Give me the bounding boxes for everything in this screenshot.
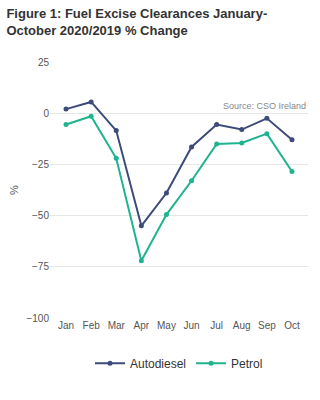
svg-text:May: May — [157, 320, 176, 331]
svg-text:Aug: Aug — [233, 320, 251, 331]
svg-text:−75: −75 — [32, 261, 49, 272]
svg-text:Jul: Jul — [210, 320, 223, 331]
svg-text:−100: −100 — [26, 313, 49, 324]
svg-text:Autodiesel: Autodiesel — [130, 357, 186, 371]
svg-text:Jun: Jun — [183, 320, 199, 331]
svg-text:Figure 1: Fuel Excise Clearanc: Figure 1: Fuel Excise Clearances January… — [6, 6, 267, 38]
svg-text:Sep: Sep — [258, 320, 276, 331]
svg-text:Petrol: Petrol — [231, 357, 262, 371]
svg-text:Source: CSO Ireland: Source: CSO Ireland — [223, 101, 306, 111]
svg-text:Feb: Feb — [83, 320, 101, 331]
svg-text:25: 25 — [38, 57, 50, 68]
svg-text:0: 0 — [43, 108, 49, 119]
svg-text:Oct: Oct — [284, 320, 300, 331]
svg-text:%: % — [8, 185, 20, 195]
svg-text:Apr: Apr — [134, 320, 150, 331]
svg-text:Mar: Mar — [108, 320, 126, 331]
svg-text:−25: −25 — [32, 159, 49, 170]
svg-text:−50: −50 — [32, 210, 49, 221]
svg-text:Jan: Jan — [58, 320, 74, 331]
